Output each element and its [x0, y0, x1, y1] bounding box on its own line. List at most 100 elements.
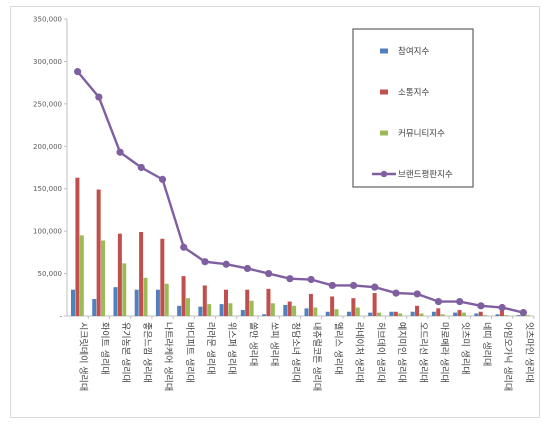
bar-커뮤니티지수 [313, 307, 318, 316]
legend-label: 커뮤니티지수 [398, 128, 445, 139]
x-tick-label: 라네이처 생리대 [354, 322, 366, 383]
x-tick-label: 잇츠미 생리대 [460, 322, 472, 375]
x-tick-label: 바디피트 생리대 [184, 322, 195, 383]
bar-커뮤니티지수 [504, 315, 509, 316]
x-tick-label: 네띠 생리대 [481, 322, 492, 366]
bar-소통지수 [478, 311, 483, 316]
bar-참여지수 [410, 311, 415, 316]
bar-참여지수 [368, 312, 373, 316]
bar-커뮤니티지수 [122, 263, 127, 316]
point-브랜드평판지수 [116, 148, 124, 156]
bar-소통지수 [202, 285, 207, 316]
x-tick-label: 좋은느낌 생리대 [141, 322, 153, 383]
bar-참여지수 [474, 313, 479, 316]
bar-소통지수 [245, 289, 250, 316]
bar-소통지수 [117, 233, 122, 316]
legend-label: 소통지수 [398, 88, 429, 98]
bar-참여지수 [495, 314, 500, 316]
bar-커뮤니티지수 [79, 235, 84, 316]
bar-소통지수 [96, 189, 101, 316]
bar-소통지수 [499, 309, 504, 316]
point-브랜드평판지수 [243, 264, 252, 273]
bar-커뮤니티지수 [483, 315, 488, 316]
bar-커뮤니티지수 [292, 305, 297, 316]
point-브랜드평판지수 [413, 290, 421, 298]
bar-커뮤니티지수 [249, 300, 254, 316]
bar-참여지수 [431, 311, 436, 316]
bar-커뮤니티지수 [207, 304, 212, 316]
bar-소통지수 [160, 238, 165, 316]
legend-label: 브랜드평판지수 [398, 169, 453, 180]
chart-frame: - 50,000 100,000 150,000 200,000 250,000 300,0… [10, 6, 540, 418]
point-브랜드평판지수 [158, 175, 167, 183]
x-tick-label: 아임오가닉 생리대 [502, 322, 514, 391]
bar-참여지수 [346, 311, 351, 316]
y-tick-label: 150,000 [33, 185, 62, 193]
bar-참여지수 [219, 304, 224, 316]
bar-커뮤니티지수 [164, 283, 169, 316]
bar-참여지수 [453, 312, 458, 316]
y-tick-label: - [59, 313, 62, 321]
point-브랜드평판지수 [349, 281, 358, 290]
bar-커뮤니티지수 [461, 312, 466, 316]
x-tick-label: 허브데이 생리대 [375, 322, 386, 383]
bar-소통지수 [436, 308, 441, 316]
bar-참여지수 [198, 306, 203, 316]
bar-참여지수 [262, 314, 267, 316]
bar-소통지수 [351, 298, 356, 316]
legend-marker [380, 170, 388, 178]
x-tick-label: 예지미인 생리대 [396, 322, 407, 383]
bar-참여지수 [240, 310, 245, 316]
point-브랜드평판지수 [307, 275, 315, 284]
bar-참여지수 [516, 315, 521, 316]
point-브랜드평판지수 [519, 309, 527, 317]
bar-소통지수 [266, 288, 271, 316]
bar-소통지수 [139, 231, 144, 316]
y-tick-label: 350,000 [33, 16, 62, 24]
bar-참여지수 [155, 289, 160, 316]
point-브랜드평판지수 [456, 297, 464, 306]
y-tick-label: 200,000 [33, 143, 62, 151]
chart-svg: - 50,000 100,000 150,000 200,000 250,000 300,0… [33, 16, 536, 392]
point-브랜드평판지수 [371, 283, 379, 291]
point-브랜드평판지수 [434, 297, 443, 306]
bar-커뮤니티지수 [270, 303, 275, 316]
bars [71, 177, 535, 319]
x-tick-label: 라라문 생리대 [205, 322, 216, 375]
bar-참여지수 [304, 308, 309, 316]
x-labels: 시크릿데이 생리대 화이트 생리대 유기농본 생리대 좋은느낌 생리대 나트라케어 생리… [78, 322, 536, 391]
point-브랜드평판지수 [498, 303, 506, 312]
bar-커뮤니티지수 [355, 307, 360, 316]
point-브랜드평판지수 [328, 281, 336, 290]
x-tick-label: 잇츠마인 생리대 [523, 322, 535, 383]
x-tick-label: 내츄럴코튼 생리대 [311, 322, 322, 391]
x-tick-label: 화이트 생리대 [99, 322, 110, 375]
legend-swatch [380, 130, 388, 136]
line-series [74, 68, 527, 317]
bar-커뮤니티지수 [101, 240, 106, 316]
bar-소통지수 [415, 305, 420, 316]
bar-소통지수 [308, 293, 313, 316]
line-브랜드평판지수 [76, 70, 524, 314]
bar-커뮤니티지수 [228, 303, 233, 316]
legend-label: 참여지수 [398, 46, 429, 57]
bar-커뮤니티지수 [185, 298, 190, 316]
point-브랜드평판지수 [392, 289, 400, 297]
x-tick-label: 쏠만 생리대 [247, 322, 258, 366]
point-브랜드평판지수 [201, 258, 209, 266]
bar-참여지수 [389, 311, 394, 316]
bar-커뮤니티지수 [334, 309, 339, 316]
x-tick-label: 오드리선 생리대 [417, 322, 428, 383]
bar-참여지수 [325, 311, 330, 316]
bar-커뮤니티지수 [440, 314, 445, 316]
legend-box [352, 28, 474, 188]
point-브랜드평판지수 [286, 275, 294, 283]
y-tick-label: 250,000 [33, 100, 62, 108]
bar-참여지수 [283, 304, 288, 316]
x-tick-label: 나트라케어 생리대 [163, 322, 174, 391]
bar-커뮤니티지수 [143, 277, 148, 316]
point-브랜드평판지수 [137, 163, 145, 172]
point-브랜드평판지수 [477, 302, 485, 310]
legend-swatch [380, 48, 388, 54]
